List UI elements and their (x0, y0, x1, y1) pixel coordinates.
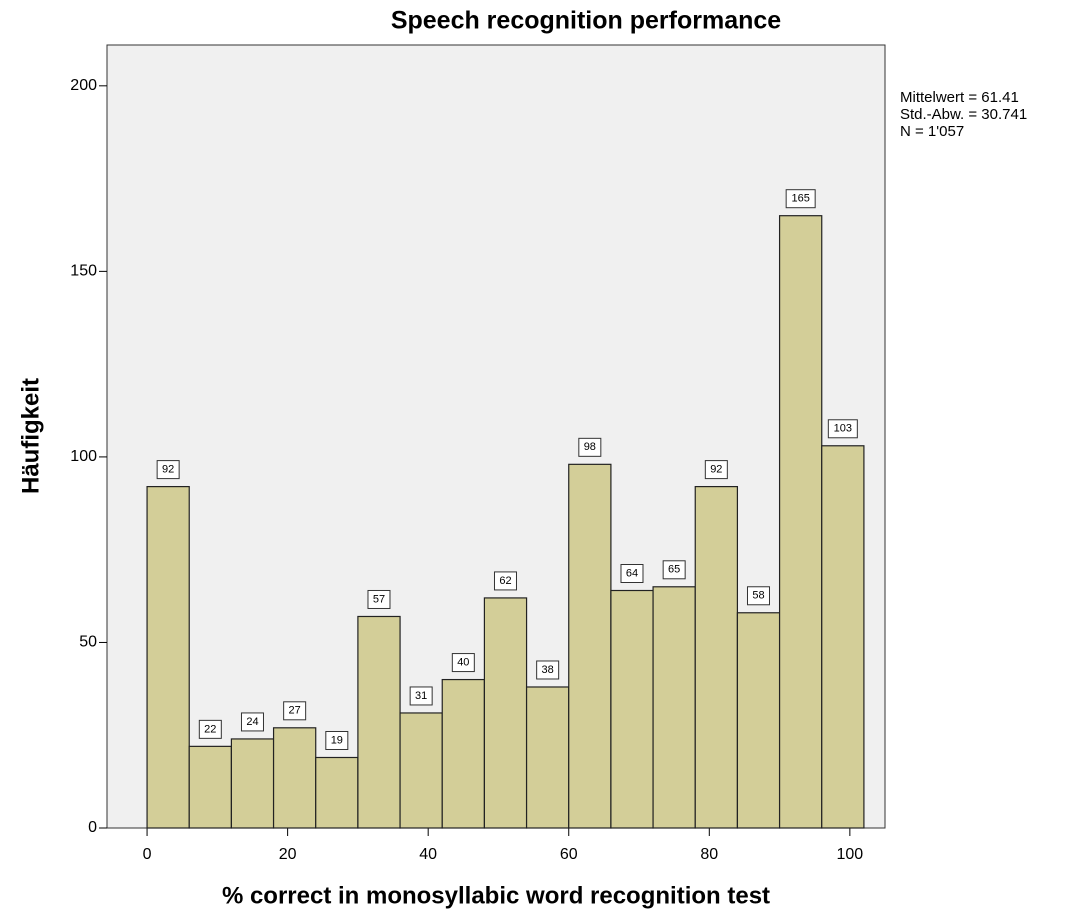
value-label-box (325, 730, 349, 750)
value-label-box (704, 460, 728, 480)
x-tick-label: 60 (560, 846, 578, 863)
bar (188, 745, 232, 829)
stats-annotation: Mittelwert = 61.41 (900, 89, 1019, 106)
value-label-box (451, 653, 475, 673)
y-tick-label: 0 (88, 819, 97, 836)
value-label-box (367, 589, 391, 609)
value-label-box (785, 189, 816, 209)
stats-annotation: Std.-Abw. = 30.741 (900, 106, 1027, 123)
stats-annotation: N = 1'057 (900, 123, 964, 140)
value-label: 38 (542, 664, 554, 676)
bar (694, 485, 739, 829)
y-axis-label: Häufigkeit (17, 378, 44, 494)
y-tick-label: 200 (70, 77, 97, 94)
chart-title: Speech recognition performance (391, 7, 781, 35)
value-label: 103 (834, 423, 852, 435)
x-tick-label: 80 (700, 846, 718, 863)
bar (736, 612, 781, 829)
value-label-box (493, 571, 517, 591)
value-label: 62 (499, 575, 511, 587)
value-label: 19 (331, 734, 343, 746)
bar (610, 589, 654, 829)
x-tick-label: 40 (419, 846, 437, 863)
value-label: 165 (791, 193, 809, 205)
value-label-box (746, 586, 770, 606)
x-tick-label: 20 (279, 846, 297, 863)
bar (778, 215, 823, 829)
y-tick-label: 100 (70, 448, 97, 465)
value-label: 22 (204, 723, 216, 735)
value-label-box (536, 660, 560, 680)
value-label-box (578, 437, 602, 457)
value-label: 31 (415, 690, 427, 702)
x-axis-label: % correct in monosyllabic word recogniti… (222, 882, 770, 909)
value-label: 57 (373, 593, 385, 605)
bar (230, 738, 275, 829)
value-label-box (156, 460, 180, 480)
bar (568, 463, 612, 829)
bar (399, 712, 443, 829)
y-tick-label: 50 (79, 634, 97, 651)
value-label-box (283, 701, 307, 721)
bar (821, 445, 865, 829)
value-label-box (827, 419, 858, 439)
bar (652, 586, 696, 829)
value-label-box (620, 564, 644, 584)
value-label: 92 (710, 464, 722, 476)
value-label-box (662, 560, 686, 580)
bar (483, 597, 528, 829)
y-tick-label: 150 (70, 263, 97, 280)
value-label-box (409, 686, 433, 706)
value-label: 27 (289, 705, 301, 717)
x-tick-label: 0 (143, 846, 152, 863)
value-label: 92 (162, 464, 174, 476)
value-label: 64 (626, 567, 638, 579)
bar (272, 727, 317, 829)
bar (357, 615, 401, 829)
value-label: 24 (246, 716, 258, 728)
bar (441, 678, 486, 829)
value-label-box (240, 712, 264, 732)
bar (525, 686, 570, 829)
x-tick-label: 100 (837, 846, 864, 863)
value-label-box (198, 719, 222, 739)
value-label: 40 (457, 656, 469, 668)
value-label: 65 (668, 564, 680, 576)
bar (315, 756, 359, 829)
value-label: 98 (584, 441, 596, 453)
bar (146, 485, 190, 829)
value-label: 58 (752, 590, 764, 602)
